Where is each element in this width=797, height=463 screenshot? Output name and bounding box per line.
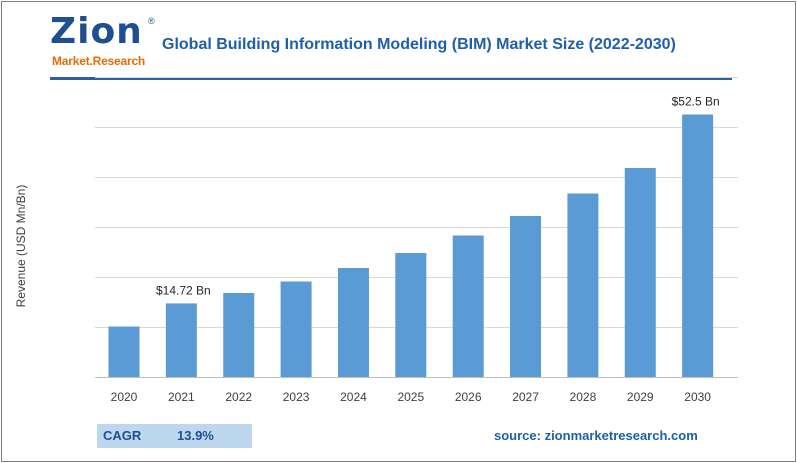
chart-title: Global Building Information Modeling (BI… xyxy=(162,36,676,53)
cagr-value: 13.9% xyxy=(177,428,214,443)
bar-2020 xyxy=(108,326,140,377)
x-tick-label: 2030 xyxy=(684,390,711,404)
x-tick-label: 2025 xyxy=(397,390,424,404)
x-tick-label: 2022 xyxy=(225,390,252,404)
x-tick-label: 2023 xyxy=(283,390,310,404)
logo-sub-text: Market.Research xyxy=(52,54,146,68)
x-tick-label: 2027 xyxy=(512,390,539,404)
x-tick-label: 2024 xyxy=(340,390,367,404)
x-tick-label: 2028 xyxy=(570,390,597,404)
bar-2030 xyxy=(682,114,714,377)
bar-2021 xyxy=(165,303,197,377)
x-tick-label: 2029 xyxy=(627,390,654,404)
logo-registered-mark: ® xyxy=(148,16,155,26)
bar-2024 xyxy=(337,268,369,377)
y-axis-label: Revenue (USD Mn/Bn) xyxy=(14,184,28,308)
bar-2026 xyxy=(452,235,484,377)
logo-main-text: Zion xyxy=(50,11,143,52)
bar-2027 xyxy=(510,216,542,377)
bar-2029 xyxy=(624,168,656,377)
cagr-label: CAGR xyxy=(103,428,142,443)
bar-2022 xyxy=(223,293,255,377)
x-tick-label: 2026 xyxy=(455,390,482,404)
x-tick-label: 2021 xyxy=(168,390,195,404)
title-divider xyxy=(50,77,732,80)
bar-2025 xyxy=(395,253,427,377)
bar-2023 xyxy=(280,281,312,377)
cagr-box: CAGR 13.9% xyxy=(97,424,252,448)
bar-2028 xyxy=(567,193,599,377)
source-text: source: zionmarketresearch.com xyxy=(494,428,698,443)
zion-logo: Zion ® Market.Research xyxy=(50,11,160,72)
x-tick-label: 2020 xyxy=(111,390,138,404)
data-label: $52.5 Bn xyxy=(672,95,720,109)
data-label: $14.72 Bn xyxy=(156,283,211,297)
